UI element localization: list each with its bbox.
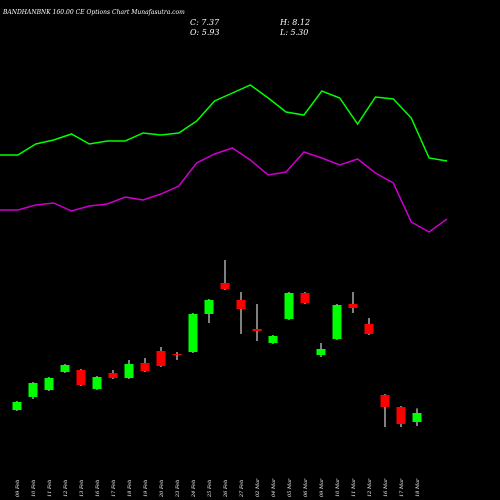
candle-body [268, 336, 278, 343]
candle-body [300, 293, 310, 303]
candle-body [124, 364, 134, 378]
candle-body [236, 300, 246, 309]
candle-body [412, 413, 422, 422]
candle-body [188, 314, 198, 352]
candle-body [28, 383, 38, 397]
candle-body [220, 283, 230, 289]
candle-body [380, 395, 390, 407]
high-label: H: 8.12 [279, 18, 310, 27]
x-tick-label: 24 Feb [191, 480, 197, 498]
candle-body [348, 304, 358, 308]
x-tick-label: 16 Feb [95, 480, 101, 497]
candle-body [396, 407, 406, 424]
x-tick-label: 12 Feb [63, 480, 69, 497]
candle-body [332, 305, 342, 339]
indicator-line [0, 147, 448, 233]
x-tick-label: 23 Feb [175, 480, 181, 498]
candle-body [172, 354, 182, 355]
x-tick-label: 18 Feb [127, 480, 133, 497]
candle-body [60, 365, 70, 372]
x-tick-label: 09 Feb [15, 480, 21, 497]
candle-body [108, 373, 118, 378]
x-tick-label: 13 Feb [79, 480, 85, 497]
x-tick-label: 05 Mar [287, 478, 293, 497]
low-label: L: 5.30 [279, 28, 308, 37]
x-tick-label: 11 Mar [351, 478, 357, 497]
candle-body [140, 363, 150, 371]
x-tick-label: 12 Mar [367, 478, 373, 497]
candle-body [92, 377, 102, 389]
candle-body [316, 349, 326, 355]
x-tick-label: 17 Mar [399, 478, 405, 497]
x-tick-label: 02 Mar [255, 478, 261, 497]
candle-body [284, 293, 294, 319]
x-tick-label: 16 Mar [383, 478, 389, 497]
candle-body [364, 324, 374, 334]
x-tick-label: 17 Feb [111, 480, 117, 497]
x-tick-label: 10 Feb [31, 480, 37, 497]
candle-body [156, 351, 166, 366]
candle-body [12, 402, 22, 410]
candle-body [44, 378, 54, 390]
x-tick-label: 18 Mar [415, 478, 421, 497]
x-tick-label: 09 Mar [319, 478, 325, 497]
x-tick-label: 19 Feb [143, 480, 149, 497]
x-tick-label: 10 Mar [335, 478, 341, 497]
candle-body [76, 370, 86, 385]
x-tick-label: 27 Feb [239, 480, 245, 498]
candle-body [252, 329, 262, 331]
indicator-line [0, 84, 448, 162]
x-tick-label: 11 Feb [47, 480, 53, 497]
x-tick-label: 25 Feb [207, 480, 213, 498]
x-tick-label: 26 Feb [223, 480, 229, 498]
x-tick-label: 06 Mar [303, 478, 309, 497]
close-label: C: 7.37 [190, 18, 220, 27]
x-tick-label: 04 Mar [271, 478, 277, 497]
chart-title: BANDHANBNK 160.00 CE Options Chart Munaf… [2, 9, 185, 16]
x-tick-label: 20 Feb [159, 480, 165, 498]
candle-body [204, 300, 214, 314]
open-label: O: 5.93 [190, 28, 220, 37]
